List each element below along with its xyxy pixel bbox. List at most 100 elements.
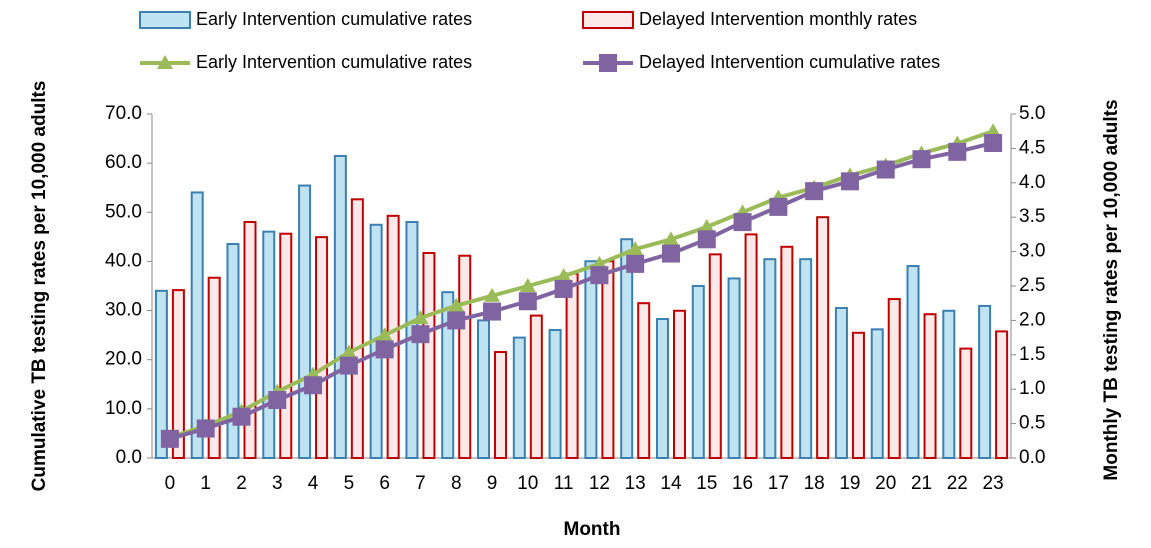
- x-axis-title: Month: [564, 519, 621, 540]
- line-marker: [985, 123, 1002, 138]
- legend-swatch: [582, 11, 634, 29]
- line-marker: [447, 311, 466, 330]
- y2-tick-label: 1.5: [1019, 344, 1045, 365]
- y2-tick-label: 3.0: [1019, 241, 1045, 262]
- bar: [207, 276, 221, 459]
- bar: [243, 221, 257, 459]
- x-tick-label: 13: [625, 473, 646, 494]
- bar: [279, 232, 293, 459]
- line-marker: [518, 292, 537, 311]
- line-marker: [554, 279, 573, 298]
- x-tick-label: 12: [589, 473, 610, 494]
- line-marker: [912, 150, 931, 169]
- y2-tick-label: 0.5: [1019, 413, 1045, 434]
- x-tick-label: 0: [165, 473, 176, 494]
- legend-swatch: [139, 11, 191, 29]
- bar: [298, 184, 312, 459]
- bar: [834, 307, 848, 459]
- line-marker: [448, 297, 465, 312]
- y-tick-label: 60.0: [105, 152, 142, 173]
- line-marker: [697, 230, 716, 249]
- y2-tick-label: 0.0: [1019, 447, 1045, 468]
- line-marker: [769, 197, 788, 216]
- bar: [799, 258, 813, 459]
- legend-marker: [599, 54, 617, 72]
- line-marker: [196, 419, 215, 438]
- line-marker: [519, 278, 536, 292]
- y2-tick-label: 2.5: [1019, 275, 1045, 296]
- legend-label: Delayed Intervention cumulative rates: [639, 52, 940, 72]
- bar: [672, 309, 686, 459]
- bar: [171, 289, 185, 459]
- bar: [816, 216, 830, 459]
- x-tick-label: 21: [911, 473, 932, 494]
- x-tick-label: 7: [415, 473, 426, 494]
- legend-label: Early Intervention cumulative rates: [196, 9, 472, 29]
- x-tick-label: 23: [983, 473, 1004, 494]
- bar: [906, 265, 920, 459]
- x-tick-label: 22: [947, 473, 968, 494]
- y-axis-title: Cumulative TB testing rates per 10,000 a…: [29, 81, 50, 492]
- x-tick-label: 9: [487, 473, 498, 494]
- line-marker: [160, 429, 179, 448]
- x-tick-label: 19: [839, 473, 860, 494]
- line-marker: [626, 254, 645, 273]
- x-tick-label: 11: [554, 473, 574, 494]
- bar: [763, 258, 777, 459]
- x-tick-label: 17: [768, 473, 789, 494]
- bar: [744, 233, 758, 459]
- y2-tick-label: 1.0: [1019, 378, 1045, 399]
- line-marker: [733, 213, 752, 232]
- bar: [512, 336, 526, 460]
- bar: [262, 230, 276, 459]
- line-marker: [483, 302, 502, 321]
- line-marker: [662, 231, 679, 246]
- bar: [620, 238, 634, 459]
- bar: [441, 291, 455, 459]
- y-tick-label: 30.0: [105, 300, 142, 321]
- y2-axis-title: Monthly TB testing rates per 10,000 adul…: [1101, 99, 1122, 480]
- bar: [995, 330, 1009, 459]
- bar: [601, 260, 615, 459]
- line-marker: [805, 182, 824, 201]
- bar: [870, 328, 884, 459]
- line-marker: [627, 241, 644, 256]
- line-marker: [555, 268, 572, 283]
- bar: [978, 304, 992, 459]
- line-marker: [661, 244, 680, 263]
- bar: [637, 302, 651, 460]
- bar: [315, 236, 329, 459]
- line-marker: [984, 133, 1003, 152]
- x-tick-label: 8: [451, 473, 462, 494]
- bar: [458, 254, 472, 459]
- y2-tick-label: 3.5: [1019, 206, 1045, 227]
- x-tick-label: 2: [236, 473, 247, 494]
- bar: [887, 298, 901, 459]
- x-tick-label: 6: [379, 473, 390, 494]
- y2-tick-label: 4.0: [1019, 172, 1045, 193]
- line-marker: [590, 266, 609, 285]
- y-tick-label: 50.0: [105, 201, 142, 222]
- x-tick-label: 14: [660, 473, 682, 494]
- x-tick-label: 5: [344, 473, 355, 494]
- bar: [851, 331, 865, 459]
- line-marker: [340, 344, 357, 359]
- line: [169, 141, 994, 441]
- bar: [548, 329, 562, 460]
- line-marker: [375, 340, 394, 359]
- line-marker: [876, 160, 895, 179]
- x-tick-label: 10: [517, 473, 538, 494]
- bar: [942, 309, 956, 459]
- y2-tick-label: 4.5: [1019, 137, 1045, 158]
- line-marker: [376, 327, 393, 342]
- bar: [584, 260, 598, 459]
- y-tick-label: 20.0: [105, 349, 142, 370]
- bar: [190, 191, 204, 459]
- line-marker: [232, 407, 251, 426]
- bar: [565, 272, 579, 459]
- legend-label: Early Intervention cumulative rates: [196, 52, 472, 72]
- bar: [727, 277, 741, 459]
- bar: [477, 319, 491, 459]
- line-marker: [840, 172, 859, 191]
